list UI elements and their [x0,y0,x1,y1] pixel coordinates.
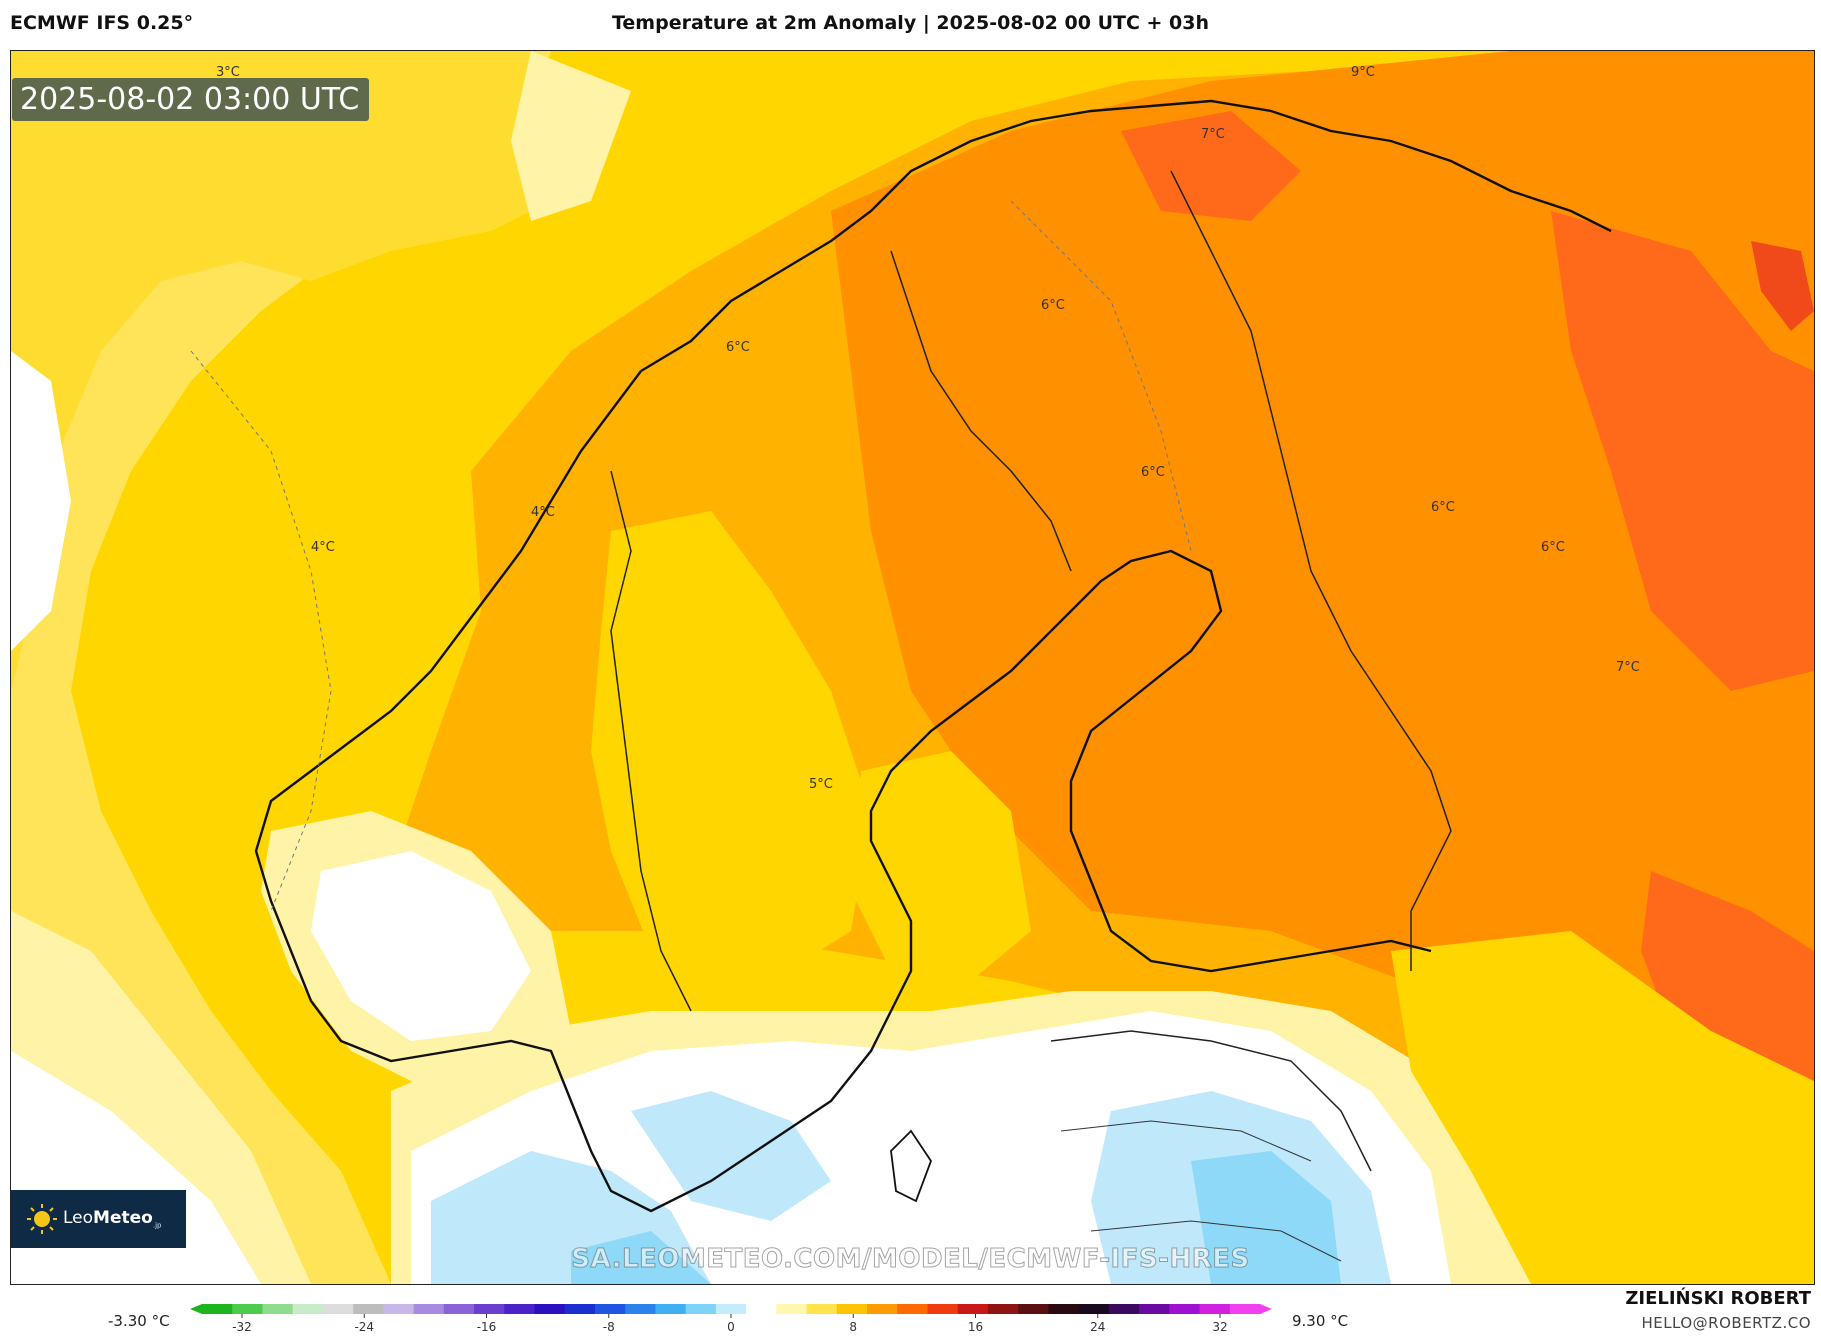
map-canvas: 3°C 9°C 7°C 6°C 6°C 6°C 6°C 6°C 4°C 4°C … [11,51,1814,1284]
logo-text: LeoMeteo.jp [63,1208,162,1230]
colorbar-tick-label: -8 [603,1320,615,1334]
colorbar-tick-label: -24 [354,1320,374,1334]
colorbar-segment [1139,1304,1170,1314]
sun-icon [27,1204,57,1234]
border-finland-russia [1170,170,1452,971]
anomaly-map[interactable]: 3°C 9°C 7°C 6°C 6°C 6°C 6°C 6°C 4°C 4°C … [10,50,1815,1285]
zone-denmark-deep-blue [571,1231,711,1284]
chart-title: Temperature at 2m Anomaly | 2025-08-02 0… [611,12,1210,34]
border-norway-sweden [610,470,692,1012]
colorbar-segment [1048,1304,1080,1314]
colorbar-segment [897,1304,929,1314]
colorbar-segment [1199,1304,1231,1314]
colorbar-segment [806,1304,838,1314]
colorbar-segment [746,1304,777,1314]
colorbar-svg: -32 -24 -16 -8 0 8 16 24 32 [190,1304,1272,1334]
colorbar: -32 -24 -16 -8 0 8 16 24 32 [190,1300,1272,1338]
colorbar-segment [1018,1304,1049,1314]
colorbar-max-arrow [1260,1304,1272,1314]
colorbar-tick-label: 0 [727,1320,735,1334]
island-gotland [890,1129,933,1203]
border-baltic [1050,1030,1372,1172]
coastline-scandinavia [254,370,1432,1213]
zone-south-sweden-blue [631,1091,831,1221]
border-latvia-lithuania [1090,1220,1342,1262]
coastline-north [640,99,1612,373]
source-watermark: SA.LEOMETEO.COM/MODEL/ECMWF-IFS-HRES [571,1244,1250,1275]
colorbar-tick-label: -32 [232,1320,252,1334]
zone-southeast-hot [1641,871,1814,1111]
contour-label: 7°C [1201,127,1225,142]
author-email[interactable]: HELLO@ROBERTZ.CO [1641,1314,1811,1332]
colorbar-segment [776,1304,808,1314]
colorbar-segment [353,1304,384,1314]
colorbar-min-label: -3.30 °C [108,1312,170,1330]
colorbar-segment [594,1304,626,1314]
colorbar-segment [927,1304,959,1314]
colorbar-segment [715,1304,747,1314]
zone-southeast-yellow [1391,931,1814,1284]
contour-label: 9°C [1351,65,1375,80]
colorbar-segment [655,1304,687,1314]
colorbar-segment [322,1304,354,1314]
colorbar-segment [987,1304,1019,1314]
colorbar-tick-label: -16 [477,1320,497,1334]
contour-label: 7°C [1616,660,1640,675]
colorbar-segment [685,1304,717,1314]
contour-label: 5°C [809,777,833,792]
zone-far-east-hot [1751,241,1814,331]
contour-label: 6°C [1541,540,1565,555]
colorbar-segment [232,1304,264,1314]
contour-dashed-2 [1010,200,1192,552]
colorbar-segment [504,1304,536,1314]
colorbar-segment [1108,1304,1140,1314]
colorbar-tick-label: 24 [1090,1320,1105,1334]
zone-north-hot [1121,111,1301,221]
contour-label: 4°C [531,505,555,520]
zone-far-west [11,351,71,651]
colorbar-segment [867,1304,898,1314]
colorbar-segment [413,1304,445,1314]
model-label: ECMWF IFS 0.25° [10,12,194,34]
zone-sweden-yellow [591,511,871,981]
colorbar-segment [262,1304,294,1314]
colorbar-segment [836,1304,868,1314]
contour-label: 6°C [726,340,750,355]
colorbar-segment [383,1304,415,1314]
border-sweden-finland [890,250,1072,572]
colorbar-segment [534,1304,566,1314]
colorbar-segment [957,1304,989,1314]
contour-label: 6°C [1041,298,1065,313]
colorbar-segment [292,1304,324,1314]
contour-label: 6°C [1141,465,1165,480]
colorbar-segment [202,1304,233,1314]
colorbar-tick-label: 16 [968,1320,983,1334]
zone-west-sea [11,51,551,1284]
zone-south-norway-white [311,851,531,1041]
contour-label: 4°C [311,540,335,555]
contour-dashed-1 [190,350,332,912]
colorbar-segment [1078,1304,1110,1314]
colorbar-min-arrow [190,1304,202,1314]
zone-nw-sea [11,51,611,691]
zone-gulf-yellow [851,751,1031,981]
colorbar-segment [625,1304,657,1314]
colorbar-segment [564,1304,596,1314]
zone-east-hot [1551,211,1814,691]
author-name: ZIELIŃSKI ROBERT [1625,1288,1811,1309]
colorbar-tick-label: 32 [1212,1320,1227,1334]
zone-north-pale [511,51,631,221]
border-estonia-latvia [1060,1120,1312,1162]
contour-label: 3°C [216,65,240,80]
contour-label: 6°C [1431,500,1455,515]
colorbar-segment [1169,1304,1201,1314]
colorbar-segment [443,1304,475,1314]
zone-latvia-deep-blue [1191,1151,1341,1284]
colorbar-segment [1229,1304,1261,1314]
colorbar-max-label: 9.30 °C [1292,1312,1349,1330]
valid-time-badge: 2025-08-02 03:00 UTC [12,78,370,121]
colorbar-segment [474,1304,505,1314]
leometeo-logo[interactable]: LeoMeteo.jp [11,1190,186,1248]
colorbar-tick-label: 8 [849,1320,857,1334]
